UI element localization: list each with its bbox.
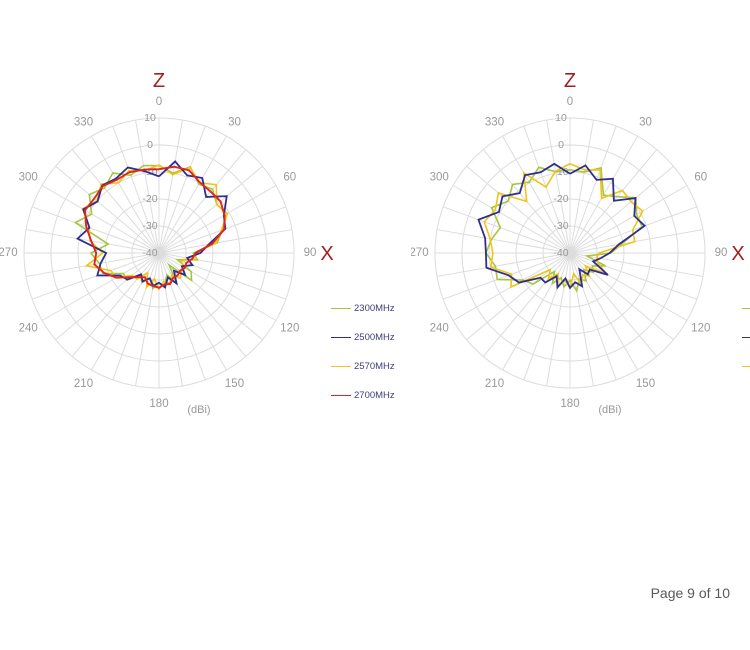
svg-text:90: 90 [304, 247, 317, 259]
svg-text:180: 180 [149, 398, 168, 410]
svg-text:-20: -20 [142, 193, 157, 205]
svg-text:-30: -30 [553, 220, 568, 232]
svg-text:300: 300 [430, 172, 449, 184]
svg-text:-40: -40 [553, 247, 568, 259]
svg-text:210: 210 [74, 378, 93, 390]
svg-text:10: 10 [144, 112, 156, 124]
svg-text:90: 90 [715, 247, 728, 259]
svg-text:X: X [731, 243, 744, 265]
svg-text:300: 300 [19, 172, 38, 184]
svg-text:(dBi): (dBi) [187, 404, 210, 416]
svg-text:30: 30 [228, 116, 241, 128]
svg-text:60: 60 [283, 172, 296, 184]
svg-text:120: 120 [691, 323, 710, 335]
svg-text:30: 30 [639, 116, 652, 128]
svg-text:270: 270 [411, 247, 429, 259]
svg-text:Z: Z [564, 70, 576, 92]
svg-text:240: 240 [430, 323, 449, 335]
svg-text:150: 150 [636, 378, 655, 390]
svg-text:-20: -20 [553, 193, 568, 205]
svg-text:0: 0 [558, 139, 564, 151]
svg-text:0: 0 [567, 96, 573, 108]
svg-text:60: 60 [694, 172, 707, 184]
svg-text:-30: -30 [142, 220, 157, 232]
svg-text:0: 0 [147, 139, 153, 151]
svg-text:330: 330 [74, 116, 93, 128]
svg-text:210: 210 [485, 378, 504, 390]
svg-text:10: 10 [555, 112, 567, 124]
svg-text:270: 270 [0, 247, 18, 259]
svg-text:120: 120 [280, 323, 299, 335]
svg-text:330: 330 [485, 116, 504, 128]
svg-text:150: 150 [225, 378, 244, 390]
svg-text:180: 180 [560, 398, 579, 410]
svg-text:0: 0 [156, 96, 162, 108]
svg-text:-40: -40 [142, 247, 157, 259]
svg-text:240: 240 [19, 323, 38, 335]
svg-text:(dBi): (dBi) [598, 404, 621, 416]
svg-text:Z: Z [153, 70, 165, 92]
svg-text:X: X [320, 243, 333, 265]
